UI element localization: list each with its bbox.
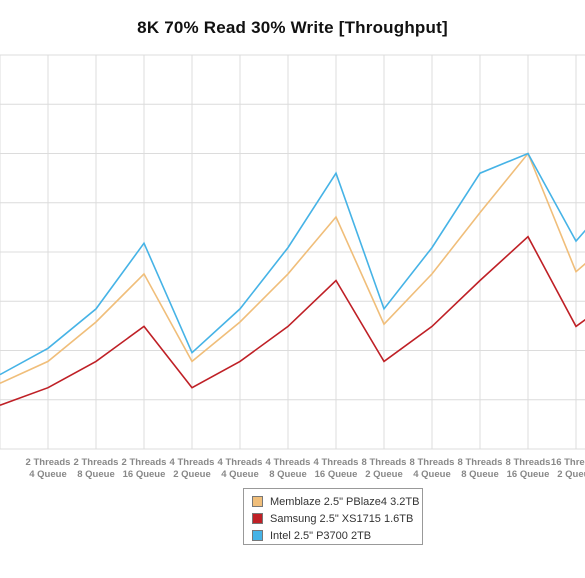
x-tick-label: 4 Queue xyxy=(221,469,259,480)
x-tick-label: 16 Threads xyxy=(551,457,585,468)
series-line-2 xyxy=(0,152,585,376)
x-tick-label: 2 Threads xyxy=(74,457,119,468)
legend-item: Intel 2.5" P3700 2TB xyxy=(252,527,422,544)
x-tick-label: 4 Threads xyxy=(314,457,359,468)
legend-swatch xyxy=(252,496,263,507)
x-tick-label: 8 Threads xyxy=(458,457,503,468)
x-tick-label: 16 Queue xyxy=(123,469,166,480)
x-tick-label: 4 Queue xyxy=(413,469,451,480)
series-lines xyxy=(0,151,585,406)
x-tick-label: 4 Threads xyxy=(218,457,263,468)
x-tick-label: 2 Threads xyxy=(26,457,71,468)
x-tick-label: 2 Queue xyxy=(557,469,585,480)
x-tick-label: 2 Threads xyxy=(122,457,167,468)
x-tick-label: 4 Queue xyxy=(29,469,67,480)
x-tick-label: 8 Queue xyxy=(77,469,115,480)
x-tick-label: 8 Threads xyxy=(410,457,455,468)
legend-label: Samsung 2.5" XS1715 1.6TB xyxy=(270,512,414,525)
legend-label: Memblaze 2.5" PBlaze4 3.2TB xyxy=(270,495,420,508)
chart-title: 8K 70% Read 30% Write [Throughput] xyxy=(137,18,448,37)
x-tick-label: 2 Queue xyxy=(365,469,403,480)
x-tick-label: 2 Queue xyxy=(173,469,211,480)
x-tick-label: 8 Queue xyxy=(269,469,307,480)
grid xyxy=(0,54,585,450)
legend-swatch xyxy=(252,513,263,524)
legend-item: Memblaze 2.5" PBlaze4 3.2TB xyxy=(252,493,422,510)
legend-item: Samsung 2.5" XS1715 1.6TB xyxy=(252,510,422,527)
x-tick-label: 8 Queue xyxy=(461,469,499,480)
x-tick-label: 16 Queue xyxy=(315,469,358,480)
x-tick-label: 16 Queue xyxy=(507,469,550,480)
series-line-0 xyxy=(0,151,585,385)
x-tick-label: 8 Threads xyxy=(362,457,407,468)
x-tick-label: 4 Threads xyxy=(170,457,215,468)
x-tick-label: 8 Threads xyxy=(506,457,551,468)
series-line-1 xyxy=(0,235,585,406)
legend-label: Intel 2.5" P3700 2TB xyxy=(270,529,372,542)
x-tick-label: 4 Threads xyxy=(266,457,311,468)
legend: Memblaze 2.5" PBlaze4 3.2TB Samsung 2.5" … xyxy=(243,488,423,545)
legend-swatch xyxy=(252,530,263,541)
